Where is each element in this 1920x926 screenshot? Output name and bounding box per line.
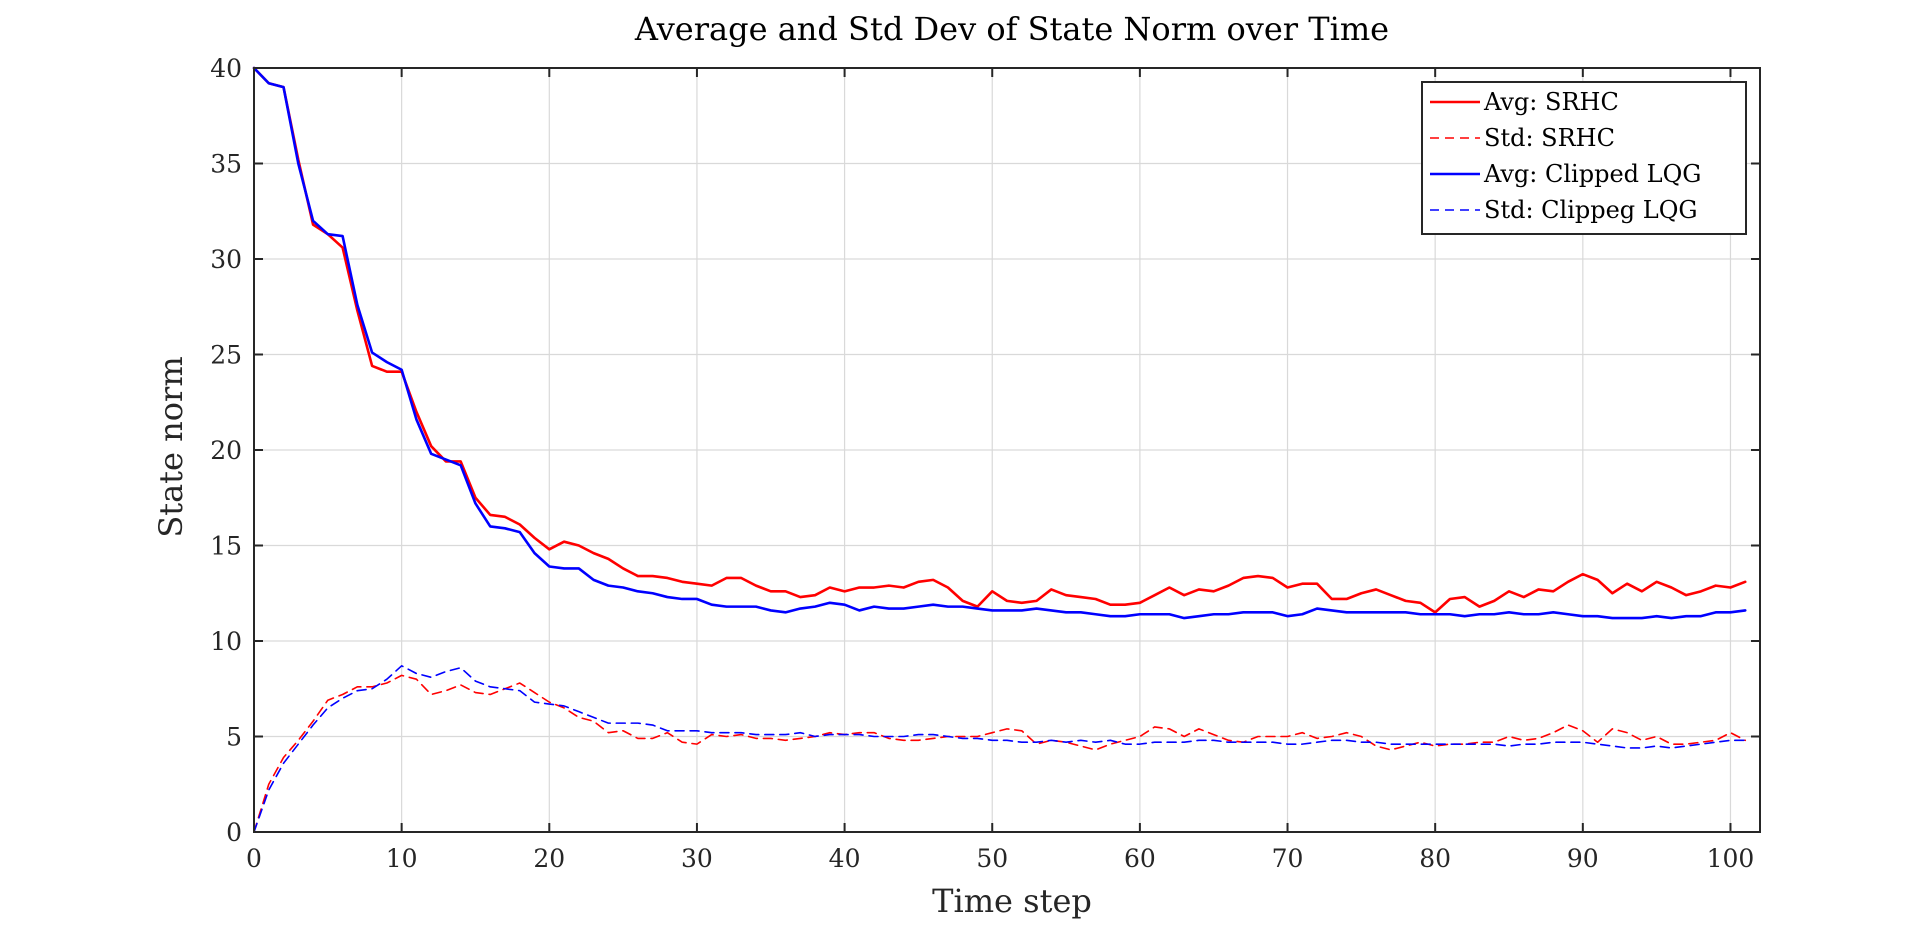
- series-line-4: [253, 665, 1747, 833]
- legend-box: [1421, 81, 1747, 235]
- x-tick-label: 10: [386, 844, 418, 873]
- series-layer: [252, 66, 1747, 833]
- y-tick-label: 0: [226, 818, 242, 847]
- y-tick-label: 30: [210, 245, 242, 274]
- y-tick-label: 15: [210, 532, 242, 561]
- y-tick-label: 10: [210, 627, 242, 656]
- y-tick-label: 20: [210, 436, 242, 465]
- x-tick-label: 70: [1272, 844, 1304, 873]
- y-axis-title: State norm: [152, 356, 190, 537]
- series-line-2: [253, 674, 1747, 833]
- x-tick-label: 60: [1124, 844, 1156, 873]
- x-tick-label: 30: [681, 844, 713, 873]
- legend-entry-1: Avg: SRHC: [1483, 88, 1619, 116]
- chart-title: Average and Std Dev of State Norm over T…: [634, 10, 1389, 48]
- x-tick-label: 100: [1707, 844, 1755, 873]
- x-tick-label: 90: [1567, 844, 1599, 873]
- tick-labels: 0 10 20 30 40 50 60 70 80 90 100 0 5 10 15 20 25 30 35 40: [210, 54, 1754, 873]
- series-line-1: [252, 66, 1747, 614]
- legend-entry-3: Avg: Clipped LQG: [1483, 160, 1701, 188]
- x-tick-label: 40: [829, 844, 861, 873]
- y-tick-label: 5: [226, 723, 242, 752]
- y-tick-label: 35: [210, 150, 242, 179]
- y-tick-label: 40: [210, 54, 242, 83]
- x-tick-label: 50: [976, 844, 1008, 873]
- axes: [253, 67, 1761, 833]
- x-axis-title: Time step: [932, 882, 1092, 920]
- y-tick-label: 25: [210, 341, 242, 370]
- x-tick-label: 0: [246, 844, 262, 873]
- x-tick-label: 20: [533, 844, 565, 873]
- legend: Avg: SRHC Std: SRHC Avg: Clipped LQG Std: C…: [1421, 81, 1747, 235]
- series-line-3: [252, 66, 1747, 620]
- legend-entry-2: Std: SRHC: [1484, 124, 1615, 152]
- x-tick-label: 80: [1419, 844, 1451, 873]
- legend-entry-4: Std: Clippeg LQG: [1484, 196, 1698, 224]
